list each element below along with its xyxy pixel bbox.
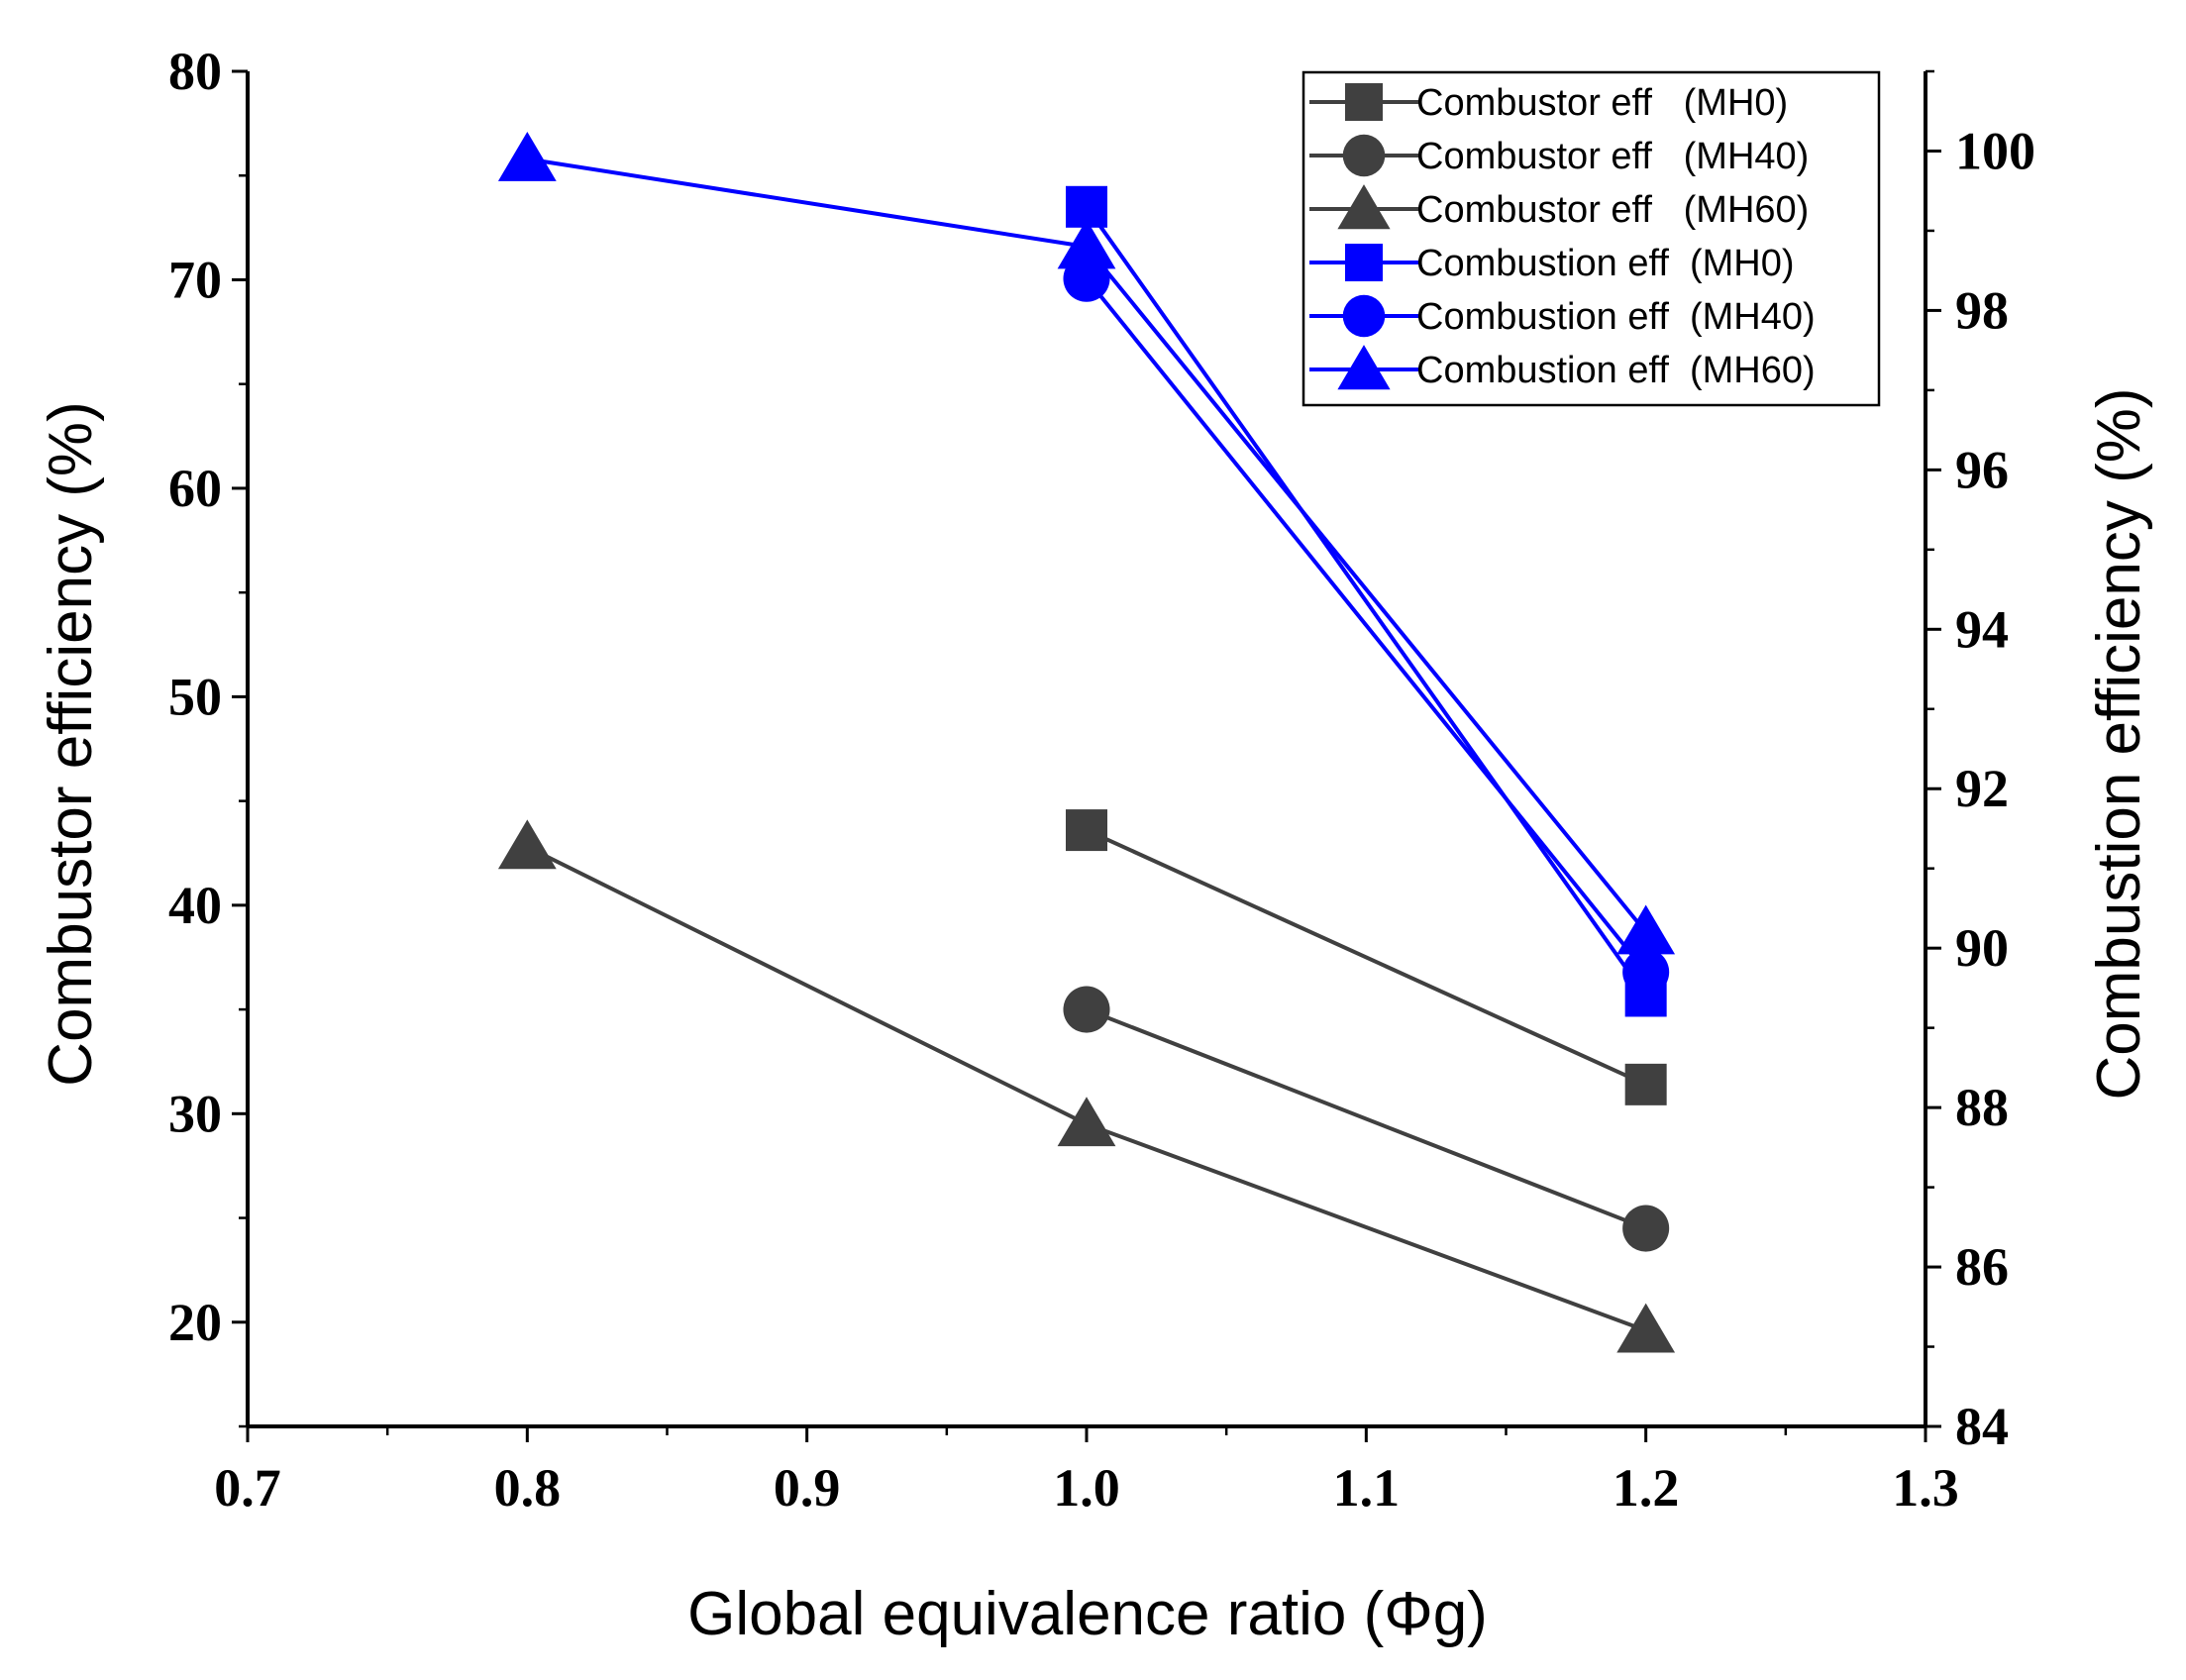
data-point-triangle (497, 131, 557, 181)
legend-label: Combustion eff (MH60) (1416, 350, 1816, 391)
y-left-tick-label: 30 (168, 1084, 222, 1143)
data-point-square (1066, 809, 1107, 852)
x-tick-label: 1.2 (1613, 1458, 1680, 1518)
y-left-tick-label: 20 (168, 1293, 222, 1352)
y-right-tick-label: 96 (1955, 440, 2009, 499)
y-right-tick-label: 94 (1955, 599, 2009, 659)
data-point-triangle (1616, 1303, 1676, 1353)
data-point-square (1624, 1063, 1667, 1105)
legend-label: Combustion eff (MH0) (1416, 243, 1795, 284)
legend-label: Combustion eff (MH40) (1416, 296, 1816, 338)
y-right-tick-label: 86 (1955, 1237, 2009, 1297)
y-left-tick-label: 60 (168, 459, 222, 518)
y-left-tick-label: 70 (168, 250, 222, 309)
x-tick-label: 1.1 (1333, 1458, 1401, 1518)
x-tick-label: 1.0 (1053, 1458, 1120, 1518)
y-right-tick-label: 100 (1955, 121, 2035, 180)
y-right-tick-label: 92 (1955, 759, 2009, 818)
axes: 0.7 0.8 0.9 1.0 1.1 1.2 1.3 20 30 40 50 60 70 80 84 86 8… (168, 42, 2035, 1518)
y-left-tick-label: 50 (168, 667, 222, 726)
y-right-axis-title: Combustion efficiency (%) (2085, 387, 2153, 1100)
data-point-triangle (1057, 219, 1116, 269)
plot-markers (497, 131, 1676, 1353)
series-line-combustor-circle (1086, 1007, 1647, 1230)
data-point-circle (1622, 948, 1670, 996)
legend-label: Combustor eff (MH0) (1416, 82, 1788, 124)
legend-marker-triangle (1337, 184, 1391, 230)
x-tick-label: 0.8 (494, 1458, 562, 1518)
x-tick-label: 1.3 (1892, 1458, 1959, 1518)
series-line-combustor-square (1086, 828, 1647, 1087)
legend-marker-square (1345, 244, 1383, 281)
x-tick-label: 0.9 (774, 1458, 841, 1518)
legend-box (1301, 70, 1881, 407)
data-point-circle (1063, 986, 1110, 1033)
legend-marker-triangle (1337, 345, 1391, 390)
legend-marker-circle (1342, 294, 1386, 338)
data-point-circle (1622, 1205, 1670, 1252)
legend-marker-circle (1342, 134, 1386, 177)
data-point-triangle (1616, 904, 1676, 955)
x-tick-label: 0.7 (214, 1458, 281, 1518)
data-point-triangle (497, 819, 557, 870)
series-line-combustion-square (1085, 205, 1648, 998)
legend-label: Combustor eff (MH60) (1416, 189, 1809, 231)
series-line-combustion-circle (1085, 276, 1648, 974)
y-left-tick-label: 80 (168, 42, 222, 101)
data-point-triangle (1057, 1097, 1116, 1147)
y-right-tick-label: 84 (1955, 1397, 2009, 1456)
y-right-tick-label: 98 (1955, 280, 2009, 340)
legend-label: Combustor eff (MH40) (1416, 136, 1809, 177)
y-left-axis-title: Combustor efficiency (%) (37, 401, 105, 1086)
legend-marker-square (1345, 83, 1383, 121)
legend: Combustor eff (MH0) Combustor eff (MH40) C… (1301, 70, 1881, 407)
y-right-tick-label: 88 (1955, 1078, 2009, 1137)
x-axis-title: Global equivalence ratio (Φg) (687, 1580, 1488, 1648)
y-right-tick-label: 90 (1955, 918, 2009, 978)
y-left-tick-label: 40 (168, 876, 222, 935)
